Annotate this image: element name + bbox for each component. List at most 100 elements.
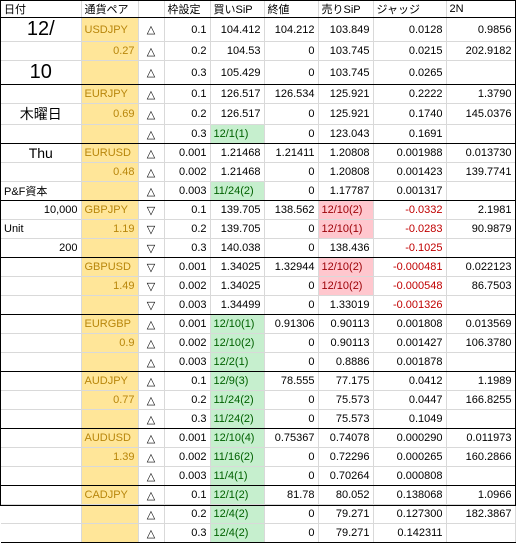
2n-cell[interactable]: 86.7503	[446, 276, 516, 296]
pair-cell[interactable]	[81, 523, 139, 543]
close-cell[interactable]: 0	[264, 181, 319, 201]
date-day[interactable]: 10	[1, 60, 82, 85]
pair-label[interactable]: EURUSD	[81, 143, 139, 163]
buy-cell[interactable]: 12/9(3)	[210, 371, 265, 391]
close-cell[interactable]: 0	[264, 409, 319, 429]
2n-cell[interactable]: 0.022123	[446, 257, 516, 277]
2n-cell[interactable]: 1.1989	[446, 371, 516, 391]
date-weekday[interactable]: 木曜日	[1, 103, 82, 125]
frame-cell[interactable]: 0.003	[164, 466, 211, 486]
sell-cell[interactable]: 1.33019	[318, 295, 374, 315]
frame-cell[interactable]: 0.3	[164, 60, 211, 85]
judge-cell[interactable]: -0.0332	[373, 200, 447, 220]
sidebar-cell[interactable]	[1, 333, 82, 353]
unit-label[interactable]: Unit	[1, 219, 82, 239]
judge-cell[interactable]: 0.001808	[373, 314, 447, 334]
judge-cell[interactable]: -0.1025	[373, 238, 447, 258]
frame-cell[interactable]: 0.002	[164, 333, 211, 353]
triangle-cell[interactable]: △	[138, 371, 165, 391]
triangle-cell[interactable]: △	[138, 17, 165, 42]
triangle-cell[interactable]: △	[138, 352, 165, 372]
triangle-cell[interactable]: △	[138, 523, 165, 543]
frame-cell[interactable]: 0.2	[164, 390, 211, 410]
2n-cell[interactable]: 0.011973	[446, 428, 516, 448]
buy-cell[interactable]: 105.429	[210, 60, 265, 85]
triangle-cell[interactable]: ▽	[138, 295, 165, 315]
frame-cell[interactable]: 0.3	[164, 409, 211, 429]
buy-cell[interactable]: 1.21468	[210, 143, 265, 163]
pair-cell[interactable]	[81, 181, 139, 201]
frame-cell[interactable]: 0.003	[164, 352, 211, 372]
judge-cell[interactable]: 0.001988	[373, 143, 447, 163]
triangle-cell[interactable]: △	[138, 143, 165, 163]
triangle-cell[interactable]: △	[138, 504, 165, 524]
judge-cell[interactable]: 0.1691	[373, 124, 447, 144]
judge-cell[interactable]: 0.000290	[373, 428, 447, 448]
judge-cell[interactable]: 0.127300	[373, 504, 447, 524]
frame-cell[interactable]: 0.3	[164, 124, 211, 144]
pair-cell[interactable]	[81, 60, 139, 85]
pair-value[interactable]	[81, 504, 139, 524]
sidebar-cell[interactable]	[1, 84, 82, 104]
frame-cell[interactable]: 0.003	[164, 181, 211, 201]
sell-cell[interactable]: 0.8886	[318, 352, 374, 372]
sell-cell[interactable]: 103.849	[318, 17, 374, 42]
sell-cell[interactable]: 12/10(2)	[318, 276, 374, 296]
sell-cell[interactable]: 1.20808	[318, 162, 374, 182]
buy-cell[interactable]: 1.34025	[210, 257, 265, 277]
sell-cell[interactable]: 0.72296	[318, 447, 374, 467]
2n-cell[interactable]: 202.9182	[446, 41, 516, 61]
pair-value[interactable]: 0.27	[81, 41, 139, 61]
sidebar-cell[interactable]	[1, 314, 82, 334]
sell-cell[interactable]: 80.052	[318, 485, 374, 505]
pair-label[interactable]: CADJPY	[81, 485, 139, 505]
sidebar-cell[interactable]	[1, 523, 82, 543]
buy-cell[interactable]: 11/24(2)	[210, 181, 265, 201]
date-month[interactable]: 12/	[1, 17, 82, 42]
sidebar-cell[interactable]	[1, 276, 82, 296]
2n-cell[interactable]: 0.013569	[446, 314, 516, 334]
close-cell[interactable]: 0	[264, 238, 319, 258]
sidebar-cell[interactable]	[1, 295, 82, 315]
triangle-cell[interactable]: △	[138, 485, 165, 505]
judge-cell[interactable]: 0.1049	[373, 409, 447, 429]
judge-cell[interactable]: 0.001427	[373, 333, 447, 353]
pair-value[interactable]: 0.77	[81, 390, 139, 410]
judge-cell[interactable]: 0.001423	[373, 162, 447, 182]
buy-cell[interactable]: 12/4(2)	[210, 523, 265, 543]
pair-value[interactable]: 0.48	[81, 162, 139, 182]
sidebar-cell[interactable]	[1, 390, 82, 410]
2n-cell[interactable]	[446, 60, 516, 85]
pair-value[interactable]: 1.39	[81, 447, 139, 467]
pair-cell[interactable]	[81, 124, 139, 144]
2n-cell[interactable]: 90.9879	[446, 219, 516, 239]
close-cell[interactable]: 0	[264, 103, 319, 125]
buy-cell[interactable]: 11/24(2)	[210, 409, 265, 429]
sell-cell[interactable]: 1.20808	[318, 143, 374, 163]
buy-cell[interactable]: 139.705	[210, 219, 265, 239]
2n-cell[interactable]: 139.7741	[446, 162, 516, 182]
close-cell[interactable]: 0	[264, 295, 319, 315]
sell-cell[interactable]: 77.175	[318, 371, 374, 391]
triangle-cell[interactable]: △	[138, 333, 165, 353]
buy-cell[interactable]: 126.517	[210, 103, 265, 125]
buy-cell[interactable]: 12/10(2)	[210, 333, 265, 353]
2n-cell[interactable]	[446, 523, 516, 543]
judge-cell[interactable]: 0.001317	[373, 181, 447, 201]
judge-cell[interactable]: 0.1740	[373, 103, 447, 125]
judge-cell[interactable]: 0.0128	[373, 17, 447, 42]
sidebar-cell[interactable]	[1, 447, 82, 467]
sell-cell[interactable]: 75.573	[318, 409, 374, 429]
frame-cell[interactable]: 0.2	[164, 219, 211, 239]
sell-cell[interactable]: 12/10(2)	[318, 257, 374, 277]
pair-cell[interactable]	[81, 466, 139, 486]
close-cell[interactable]: 0	[264, 276, 319, 296]
close-cell[interactable]: 0	[264, 333, 319, 353]
close-cell[interactable]: 104.212	[264, 17, 319, 42]
triangle-cell[interactable]: △	[138, 428, 165, 448]
frame-cell[interactable]: 0.1	[164, 17, 211, 42]
2n-cell[interactable]: 2.1981	[446, 200, 516, 220]
frame-cell[interactable]: 0.001	[164, 428, 211, 448]
buy-cell[interactable]: 12/1(2)	[210, 485, 265, 505]
frame-cell[interactable]: 0.2	[164, 41, 211, 61]
